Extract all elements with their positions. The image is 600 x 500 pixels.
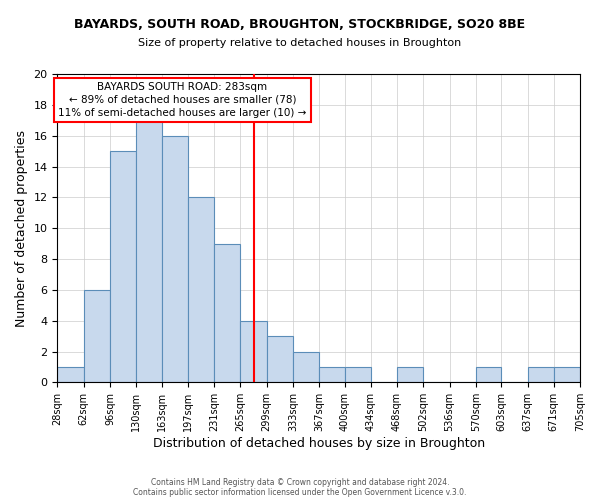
Bar	[110, 151, 136, 382]
Text: BAYARDS SOUTH ROAD: 283sqm
← 89% of detached houses are smaller (78)
11% of semi: BAYARDS SOUTH ROAD: 283sqm ← 89% of deta…	[58, 82, 307, 118]
Bar	[554, 367, 580, 382]
Y-axis label: Number of detached properties: Number of detached properties	[15, 130, 28, 326]
Bar	[344, 367, 371, 382]
X-axis label: Distribution of detached houses by size in Broughton: Distribution of detached houses by size …	[152, 437, 485, 450]
Bar	[136, 120, 161, 382]
Text: BAYARDS, SOUTH ROAD, BROUGHTON, STOCKBRIDGE, SO20 8BE: BAYARDS, SOUTH ROAD, BROUGHTON, STOCKBRI…	[74, 18, 526, 30]
Text: Contains public sector information licensed under the Open Government Licence v.: Contains public sector information licen…	[133, 488, 467, 497]
Bar	[188, 198, 214, 382]
Bar	[397, 367, 423, 382]
Bar	[293, 352, 319, 382]
Bar	[161, 136, 188, 382]
Bar	[319, 367, 344, 382]
Bar	[58, 367, 83, 382]
Bar	[214, 244, 241, 382]
Bar	[476, 367, 501, 382]
Bar	[527, 367, 554, 382]
Text: Contains HM Land Registry data © Crown copyright and database right 2024.: Contains HM Land Registry data © Crown c…	[151, 478, 449, 487]
Text: Size of property relative to detached houses in Broughton: Size of property relative to detached ho…	[139, 38, 461, 48]
Bar	[83, 290, 110, 382]
Bar	[266, 336, 293, 382]
Bar	[241, 320, 266, 382]
